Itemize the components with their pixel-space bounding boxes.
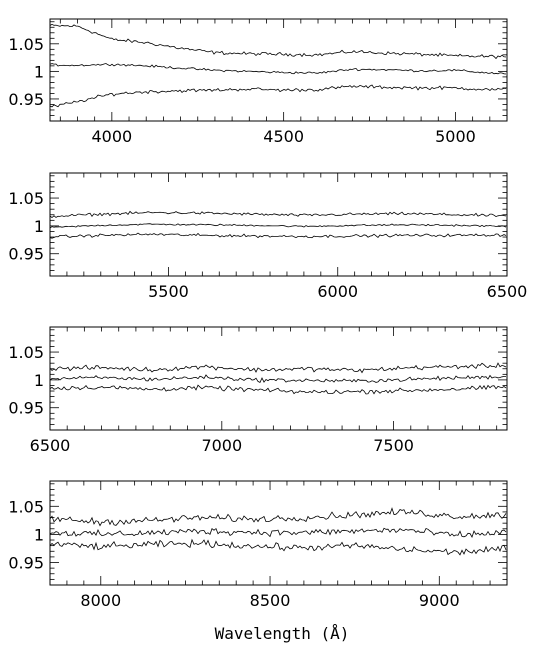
x-tick-label: 8500 — [250, 591, 291, 610]
x-tick-label: 6500 — [487, 282, 528, 301]
series-lower-line — [50, 538, 507, 556]
series-mean-line — [50, 374, 506, 383]
series-upper-line — [50, 362, 507, 374]
x-tick-label: 5500 — [148, 282, 189, 301]
series-lower-line — [50, 232, 507, 239]
panel-frame — [49, 18, 508, 122]
series-upper-line — [50, 210, 507, 219]
series-upper-line — [50, 507, 507, 527]
panel-2-ticks — [49, 173, 508, 277]
series-mean-line — [50, 63, 507, 75]
panel-3: 6500 7000 7500 0.95 1 1.05 — [8, 326, 508, 455]
panel-frame — [49, 326, 508, 431]
y-tick-label: 1.05 — [8, 189, 44, 208]
x-tick-label: 5000 — [435, 127, 476, 146]
x-tick-label: 7500 — [373, 436, 414, 455]
x-tick-label: 4500 — [263, 127, 304, 146]
panel-3-series — [50, 362, 507, 395]
y-tick-label: 1.05 — [8, 35, 44, 54]
y-tick-label: 1 — [34, 217, 44, 236]
series-lower-line — [50, 84, 507, 108]
x-tick-label: 7000 — [201, 436, 242, 455]
panel-4-series — [50, 507, 507, 556]
x-tick-label: 8000 — [80, 591, 121, 610]
series-lower-line — [50, 384, 507, 395]
panel-1-series — [50, 23, 507, 108]
y-tick-label: 1 — [34, 371, 44, 390]
panel-frame — [49, 172, 508, 277]
y-tick-label: 0.95 — [8, 554, 44, 573]
x-tick-label: 4000 — [91, 127, 132, 146]
panel-1: 4000 4500 5000 0.95 1 1.05 — [8, 18, 508, 146]
y-tick-label: 0.95 — [8, 245, 44, 264]
series-mean-line — [50, 223, 507, 229]
x-tick-label: 6000 — [317, 282, 358, 301]
series-upper-line — [50, 23, 507, 60]
y-tick-label: 1.05 — [8, 497, 44, 516]
panel-4: 8000 8500 9000 0.95 1 1.05 — [8, 480, 508, 610]
x-tick-label: 9000 — [419, 591, 460, 610]
y-tick-label: 1 — [34, 62, 44, 81]
panels-group: 4000 4500 5000 0.95 1 1.05 5500 6000 6500 0.95 1 1.… — [8, 18, 528, 610]
y-tick-label: 0.95 — [8, 399, 44, 418]
x-tick-label: 6500 — [30, 436, 71, 455]
y-tick-label: 1.05 — [8, 343, 44, 362]
panel-4-ticks — [49, 481, 508, 586]
panel-2-series — [50, 210, 507, 239]
y-tick-label: 1 — [34, 525, 44, 544]
panel-1-ticks — [50, 19, 508, 122]
series-mean-line — [50, 527, 507, 538]
x-axis-label: Wavelength (Å) — [215, 624, 350, 643]
panel-3-ticks — [49, 327, 507, 431]
panel-2: 5500 6000 6500 0.95 1 1.05 — [8, 172, 528, 301]
panel-frame — [49, 480, 508, 586]
y-tick-label: 0.95 — [8, 90, 44, 109]
